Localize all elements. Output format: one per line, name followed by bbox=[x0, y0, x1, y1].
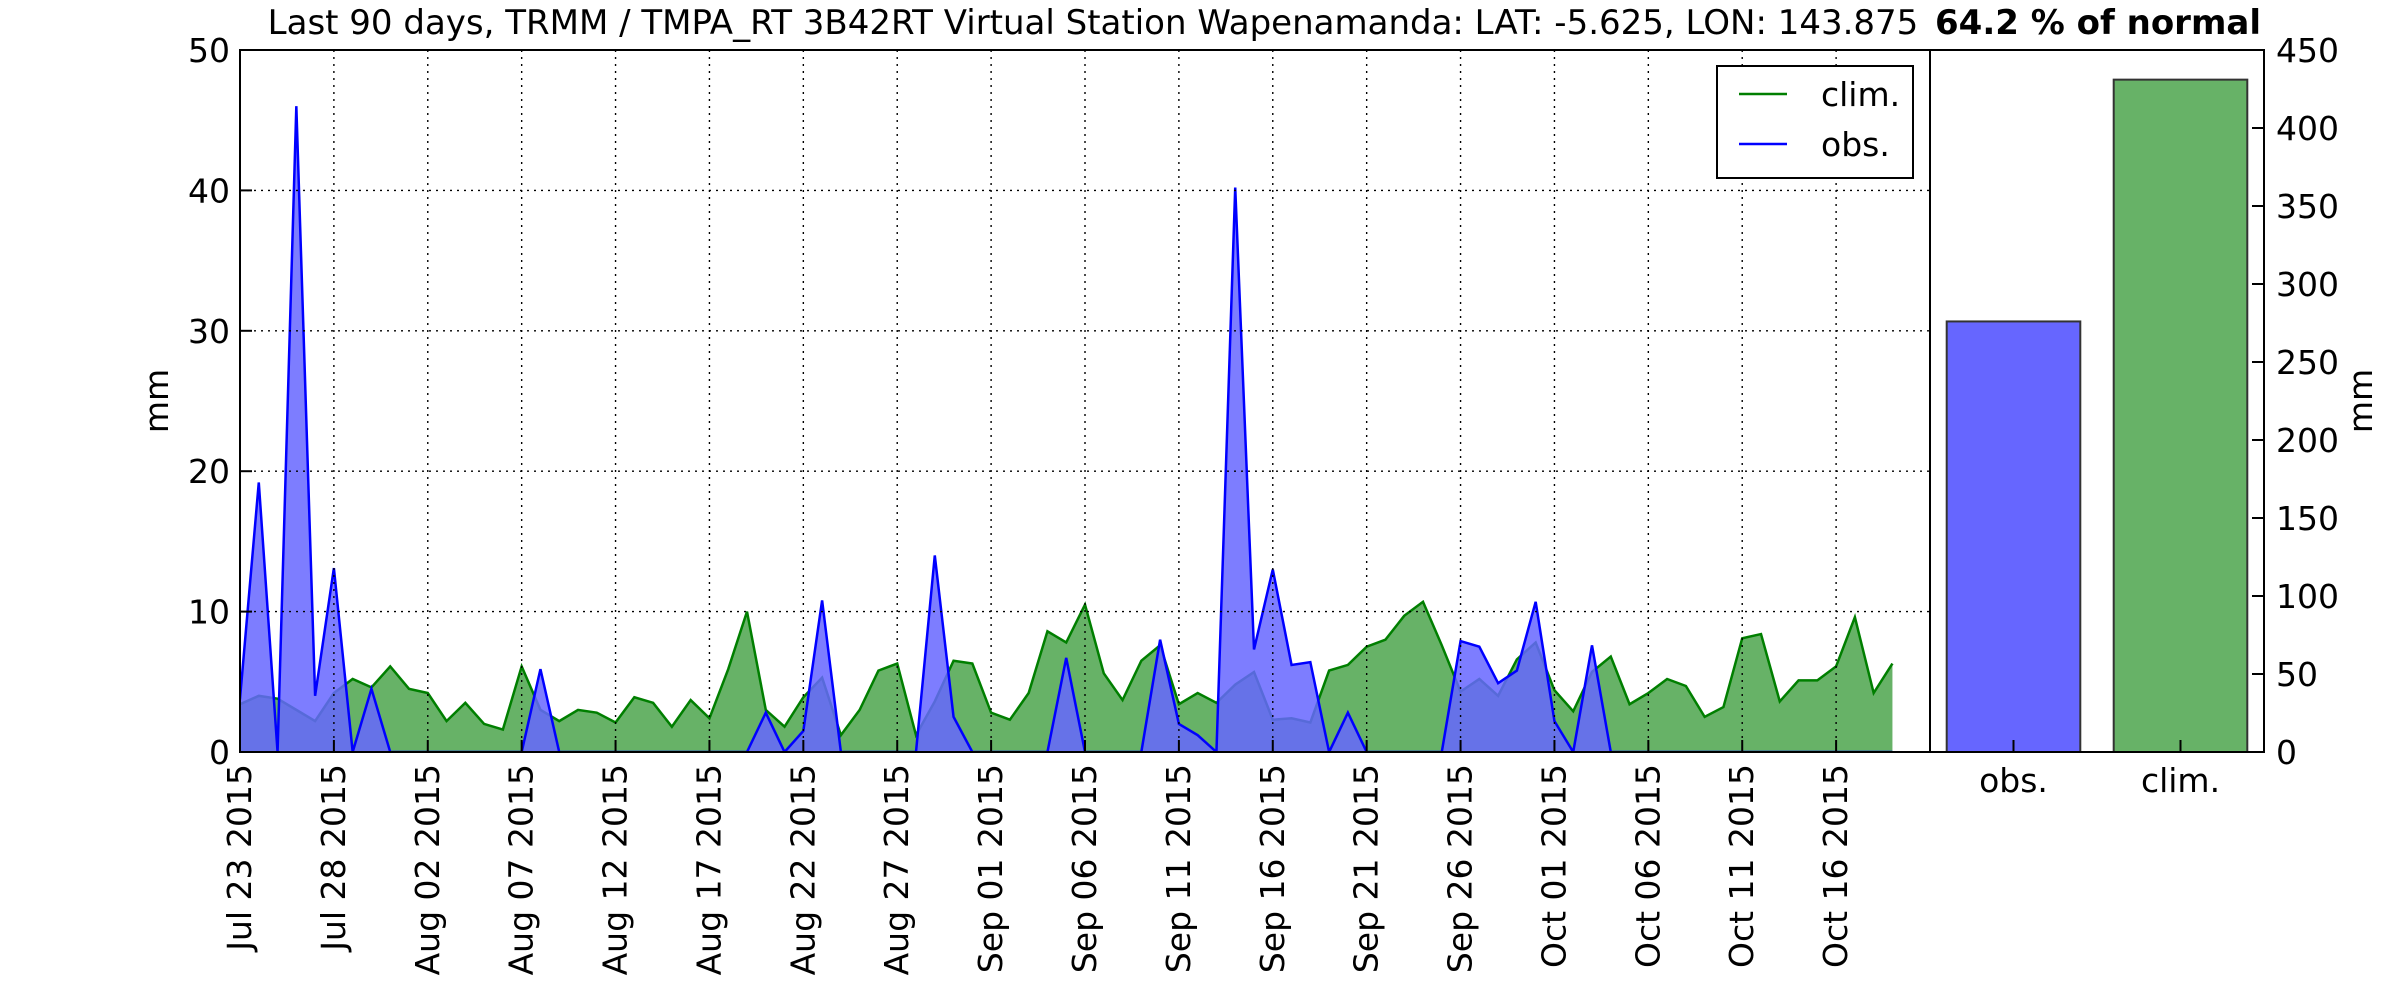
x-tick-label: Aug 02 2015 bbox=[408, 764, 447, 975]
bar-y-tick-label: 400 bbox=[2276, 109, 2339, 148]
bar-plot-frame bbox=[1929, 49, 2265, 753]
x-tick-label: Sep 21 2015 bbox=[1347, 764, 1386, 973]
main-timeseries-plot: 0 10 20 30 40 50 mm Jul 23 2015 Jul 28 2015 Aug 0… bbox=[137, 31, 1931, 975]
bar-y-tick-label: 250 bbox=[2276, 343, 2339, 382]
x-tick-label: Aug 17 2015 bbox=[689, 764, 728, 975]
bar-y-tick-label: 350 bbox=[2276, 187, 2339, 226]
legend-box bbox=[1716, 65, 1914, 179]
bar-y-tick-label: 150 bbox=[2276, 499, 2339, 538]
x-tick-label: Aug 27 2015 bbox=[877, 764, 916, 975]
total-bar-plot: obs. clim. 0 50 100 150 200 250 300 350 400 450 mm bbox=[1929, 31, 2380, 800]
bar-y-tick-label: 450 bbox=[2276, 31, 2339, 70]
y-tick-label: 40 bbox=[188, 171, 230, 210]
y-tick-label: 20 bbox=[188, 452, 230, 491]
y-tick-label: 30 bbox=[188, 312, 230, 351]
bar-y-tick-label: 300 bbox=[2276, 265, 2339, 304]
bar-y-tick-label: 0 bbox=[2276, 733, 2297, 772]
x-tick-label: Oct 06 2015 bbox=[1628, 764, 1667, 968]
series-line-obs bbox=[240, 106, 1893, 752]
x-tick-label: Aug 07 2015 bbox=[502, 764, 541, 975]
y-tick-label: 0 bbox=[209, 733, 230, 772]
bar-y-tick-label: 50 bbox=[2276, 655, 2318, 694]
bar-y-tick-label: 100 bbox=[2276, 577, 2339, 616]
chart-titles: Last 90 days, TRMM / TMPA_RT 3B42RT Virt… bbox=[268, 3, 2261, 43]
x-tick-label: Oct 16 2015 bbox=[1816, 764, 1855, 968]
y-axis-label: mm bbox=[137, 369, 176, 433]
series-line-clim bbox=[240, 599, 1894, 739]
bar-category-label: obs. bbox=[1979, 761, 2048, 800]
bar-y-tick-label: 200 bbox=[2276, 421, 2339, 460]
x-tick-label: Sep 11 2015 bbox=[1159, 764, 1198, 973]
legend-label: obs. bbox=[1821, 125, 1890, 164]
x-tick-label: Jul 28 2015 bbox=[314, 764, 353, 953]
legend-label: clim. bbox=[1821, 75, 1900, 114]
x-tick-label: Oct 11 2015 bbox=[1722, 764, 1761, 968]
x-tick-label: Sep 01 2015 bbox=[971, 764, 1010, 973]
bar-obs bbox=[1945, 320, 2082, 753]
y-tick-label: 10 bbox=[188, 593, 230, 632]
bar-category-label: clim. bbox=[2141, 761, 2220, 800]
bar-chart-title: 64.2 % of normal bbox=[1935, 3, 2261, 43]
x-tick-label: Oct 01 2015 bbox=[1534, 764, 1573, 968]
x-tick-label: Sep 06 2015 bbox=[1065, 764, 1104, 973]
bar-clim bbox=[2112, 78, 2249, 753]
y-tick-label: 50 bbox=[188, 31, 230, 70]
main-chart-title: Last 90 days, TRMM / TMPA_RT 3B42RT Virt… bbox=[268, 3, 1919, 43]
x-tick-label: Aug 12 2015 bbox=[596, 764, 635, 975]
legend: clim. obs. bbox=[1716, 65, 1914, 179]
x-tick-label: Sep 16 2015 bbox=[1253, 764, 1292, 973]
x-tick-label: Sep 26 2015 bbox=[1441, 764, 1480, 973]
x-tick-label: Aug 22 2015 bbox=[783, 764, 822, 975]
bar-y-axis-label: mm bbox=[2341, 369, 2380, 433]
series-layer bbox=[240, 106, 1894, 752]
x-tick-label: Jul 23 2015 bbox=[220, 764, 259, 953]
